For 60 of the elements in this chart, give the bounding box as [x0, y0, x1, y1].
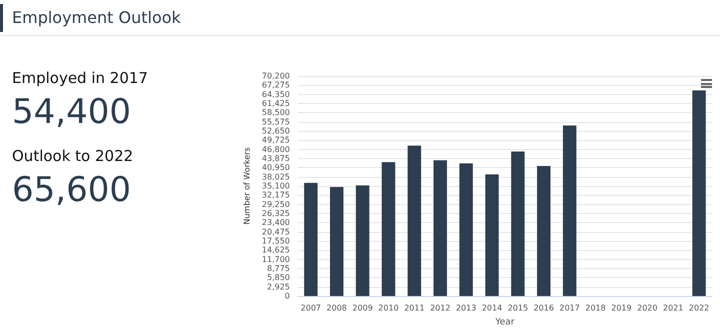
- bar: [511, 152, 525, 296]
- y-tick-label: 43,875: [262, 154, 290, 163]
- y-tick-label: 40,950: [262, 163, 290, 172]
- x-tick-label: 2011: [404, 304, 425, 312]
- y-tick-label: 29,250: [262, 200, 290, 209]
- x-axis-title: Year: [494, 318, 515, 328]
- y-tick-label: 0: [284, 292, 290, 300]
- x-tick-label: 2022: [688, 304, 710, 312]
- bar: [356, 185, 370, 296]
- y-tick-label: 14,625: [262, 246, 290, 255]
- bar: [330, 186, 344, 296]
- y-tick-label: 8,775: [266, 264, 290, 273]
- y-tick-label: 11,700: [262, 254, 290, 264]
- y-tick-label: 64,350: [262, 90, 290, 99]
- bar: [304, 182, 318, 296]
- x-tick-label: 2019: [611, 304, 632, 312]
- y-tick-label: 32,175: [262, 190, 290, 200]
- y-tick-label: 46,800: [262, 144, 290, 154]
- y-tick-label: 20,475: [262, 227, 290, 236]
- y-tick-label: 55,575: [262, 117, 290, 126]
- bar: [537, 166, 550, 296]
- text: Employment Outlook: [12, 8, 181, 27]
- y-tick-label: 17,550: [262, 236, 290, 246]
- x-tick-label: 2016: [534, 304, 554, 312]
- bar: [459, 163, 473, 296]
- x-tick-label: 2009: [352, 304, 373, 312]
- y-tick-label: 70,200: [262, 72, 290, 80]
- y-tick-label: 52,650: [262, 126, 290, 136]
- y-tick-label: 61,425: [262, 99, 290, 108]
- x-tick-label: 2018: [585, 304, 606, 312]
- y-tick-label: 35,100: [262, 182, 290, 190]
- text: Employed in 2017: [12, 68, 148, 89]
- y-tick-label: 5,850: [266, 273, 290, 282]
- y-tick-label: 49,725: [262, 136, 290, 145]
- bar: [382, 162, 396, 296]
- y-tick-label: 38,025: [262, 172, 290, 182]
- bar: [562, 126, 576, 296]
- x-tick-label: 2012: [430, 304, 450, 312]
- x-tick-label: 2014: [482, 304, 502, 312]
- x-tick-label: 2020: [637, 304, 658, 312]
- bar: [692, 90, 706, 296]
- y-tick-label: 58,500: [262, 108, 290, 118]
- x-tick-label: 2010: [378, 304, 399, 312]
- y-tick-label: 26,325: [262, 209, 290, 218]
- y-axis-title: Number of Workers: [242, 147, 252, 225]
- bar: [485, 174, 499, 296]
- y-tick-label: 67,275: [262, 80, 290, 90]
- bar: [434, 160, 447, 296]
- x-tick-label: 2007: [300, 304, 322, 312]
- x-tick-label: 2021: [663, 304, 684, 312]
- x-tick-label: 2017: [559, 304, 580, 312]
- x-tick-label: 2015: [508, 304, 528, 312]
- bar: [408, 146, 422, 296]
- x-tick-label: 2008: [326, 304, 347, 312]
- y-tick-label: 2,925: [266, 282, 290, 292]
- text: 65,600: [12, 169, 132, 212]
- y-tick-label: 23,400: [262, 218, 290, 228]
- text: Outlook to 2022: [12, 146, 134, 167]
- text: 54,400: [12, 91, 132, 134]
- x-tick-label: 2013: [456, 304, 476, 312]
